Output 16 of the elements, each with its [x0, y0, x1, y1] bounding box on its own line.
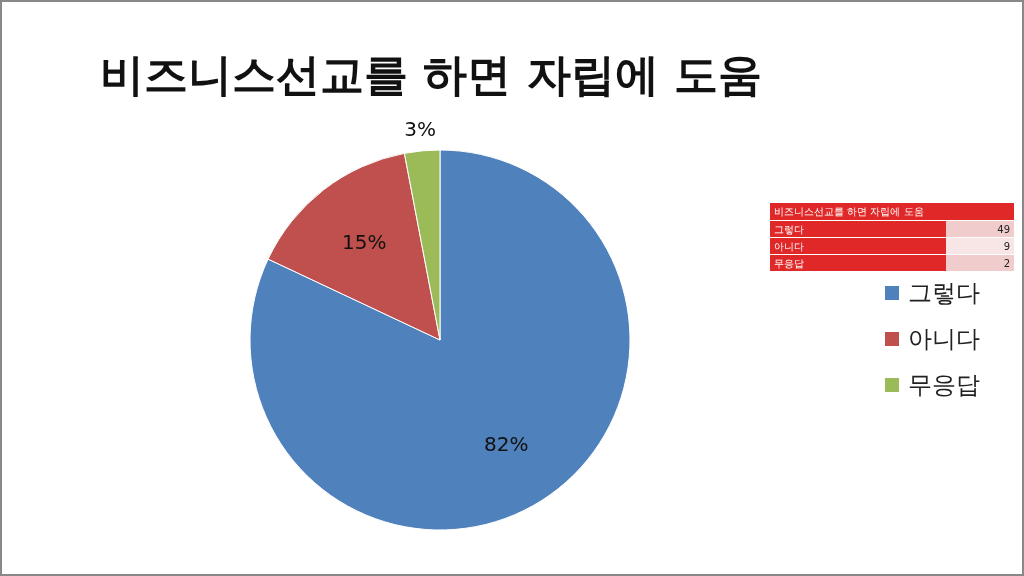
legend-label: 무응답 — [908, 371, 980, 399]
category-label: 무응답 — [774, 258, 804, 269]
data-label: 9 — [1003, 241, 1010, 252]
legend-label: 아니다 — [908, 325, 980, 353]
text: 비즈니스선교를 하면 자립에 도움 — [774, 206, 924, 217]
pie-slice — [267, 152, 441, 341]
chart-title: 비즈니스선교를 하면 자립에 도움 — [100, 49, 762, 100]
data-label: 15% — [342, 230, 387, 255]
data-label: 49 — [997, 224, 1010, 235]
pie-slice — [249, 149, 631, 531]
legend-label: 그렇다 — [908, 279, 980, 307]
category-label: 아니다 — [774, 241, 804, 252]
data-label: 2 — [1003, 258, 1010, 269]
category-label: 그렇다 — [774, 224, 804, 235]
data-label: 3% — [404, 116, 436, 141]
data-label: 82% — [483, 432, 529, 457]
